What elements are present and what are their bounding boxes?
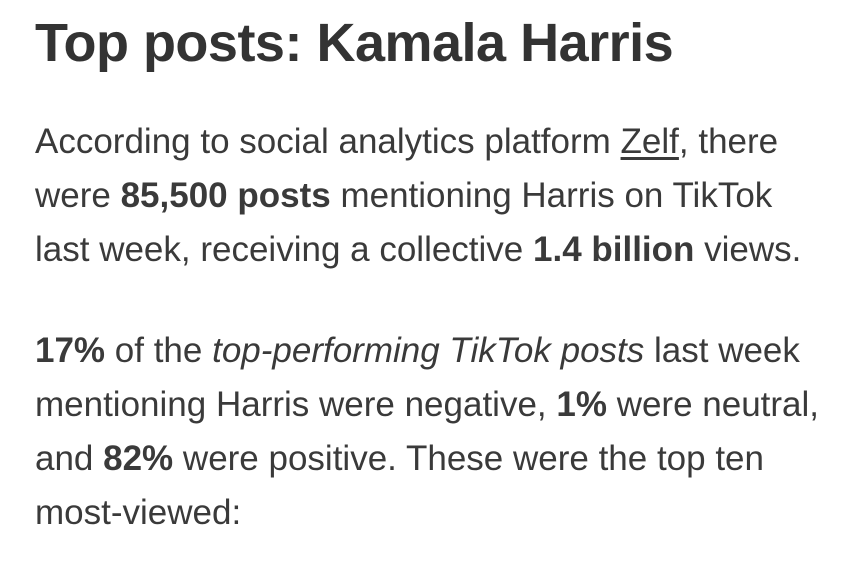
text-segment-italic: top-performing TikTok posts xyxy=(212,331,645,370)
text-segment: views. xyxy=(694,230,802,269)
text-segment: were neutral, and xyxy=(35,385,820,478)
article: Top posts: Kamala Harris According to so… xyxy=(35,11,830,540)
text-segment-bold: 82% xyxy=(103,439,174,478)
text-segment-bold: 85,500 posts xyxy=(120,176,331,215)
text-segment: mentioning Harris on TikTok last week, r… xyxy=(35,176,773,269)
page-title: Top posts: Kamala Harris xyxy=(35,13,674,73)
overview-paragraph: According to social analytics platform Z… xyxy=(35,115,830,277)
text-segment: of the xyxy=(105,331,213,370)
text-segment: last week mentioning Harris were negativ… xyxy=(35,331,800,424)
text-segment-bold: 1% xyxy=(556,385,607,424)
text-segment: , there were xyxy=(35,122,779,215)
zelf-link[interactable]: Zelf xyxy=(620,122,679,161)
article-body: According to social analytics platform Z… xyxy=(35,115,830,540)
sentiment-paragraph: 17% of the top-performing TikTok posts l… xyxy=(35,324,830,540)
text-segment-bold: 1.4 billion xyxy=(533,230,695,269)
text-segment: According to social analytics platform xyxy=(35,122,621,161)
text-segment: were positive. These were the top ten mo… xyxy=(35,439,764,532)
text-segment-bold: 17% xyxy=(35,331,106,370)
